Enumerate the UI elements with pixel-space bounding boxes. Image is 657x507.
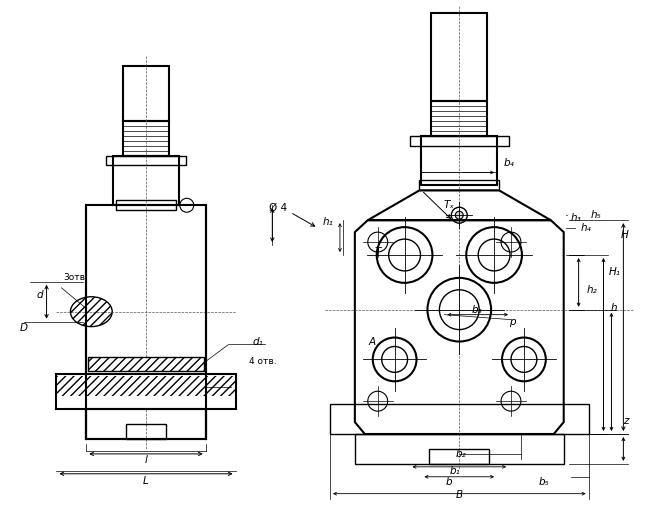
Text: h₄: h₄ <box>581 223 591 233</box>
Bar <box>409 136 509 146</box>
Text: h: h <box>610 303 617 313</box>
Circle shape <box>455 211 463 219</box>
Bar <box>86 409 206 439</box>
Text: p: p <box>509 317 516 327</box>
Text: z: z <box>623 416 629 426</box>
Bar <box>123 66 169 121</box>
Bar <box>330 404 589 434</box>
Text: 3отв: 3отв <box>64 273 85 282</box>
Text: b₄: b₄ <box>504 158 514 167</box>
Text: T: T <box>374 247 381 257</box>
Text: H₁: H₁ <box>608 267 620 277</box>
Text: h₃: h₃ <box>571 213 581 223</box>
Text: Ø 4: Ø 4 <box>269 203 287 213</box>
Bar <box>126 424 166 439</box>
Text: b₅: b₅ <box>539 477 549 487</box>
Bar <box>422 136 497 186</box>
Bar <box>420 180 499 190</box>
Text: h₂: h₂ <box>587 285 597 295</box>
Bar <box>57 374 235 409</box>
Text: h₅: h₅ <box>591 210 601 220</box>
Bar <box>432 101 487 136</box>
Text: D: D <box>20 322 28 333</box>
Bar <box>123 121 169 156</box>
Text: h₁: h₁ <box>323 217 333 227</box>
Bar <box>355 434 564 464</box>
Bar <box>57 376 235 396</box>
Text: l: l <box>145 455 147 465</box>
Text: b₃: b₃ <box>471 305 482 315</box>
Text: d₁: d₁ <box>253 337 263 346</box>
Text: L: L <box>143 476 149 486</box>
Bar <box>116 200 176 210</box>
Bar <box>86 205 206 439</box>
Bar <box>106 156 186 165</box>
Ellipse shape <box>70 297 112 327</box>
Text: 4 отв.: 4 отв. <box>248 357 276 366</box>
Text: d: d <box>36 290 43 300</box>
Text: A: A <box>368 337 375 346</box>
Bar <box>88 357 204 371</box>
Text: b: b <box>446 477 453 487</box>
Bar <box>432 13 487 101</box>
Text: b₂: b₂ <box>456 449 466 459</box>
Bar <box>430 449 489 464</box>
Text: B: B <box>456 490 463 500</box>
Bar <box>113 156 179 205</box>
Text: Tₓ: Tₓ <box>444 200 455 210</box>
Text: b₁: b₁ <box>450 466 461 476</box>
Text: H: H <box>620 230 628 240</box>
